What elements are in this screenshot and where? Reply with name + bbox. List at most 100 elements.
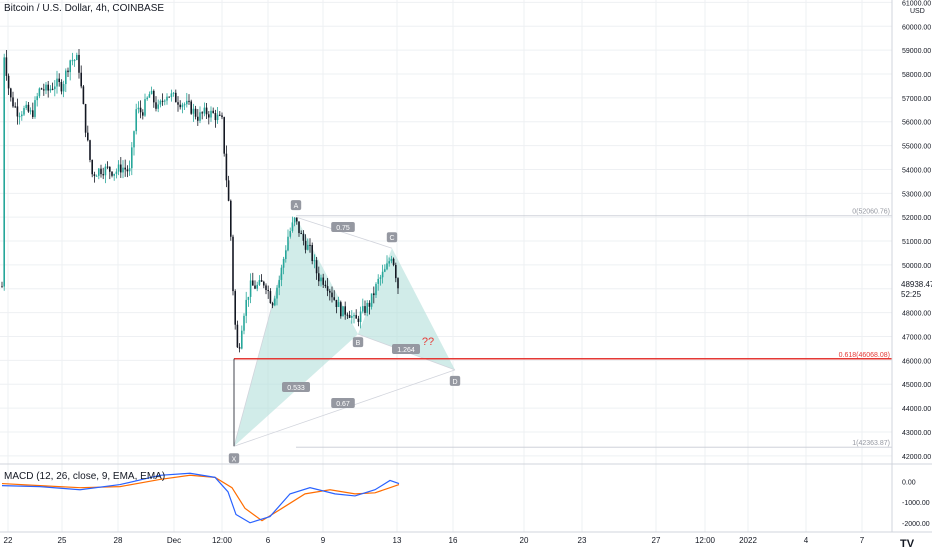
price-tick-label: 57000.00 [902, 96, 931, 103]
candle-body [192, 108, 195, 114]
candle-body [168, 96, 170, 98]
candle-body [89, 140, 91, 160]
price-tick-label: 61000.00 [902, 0, 931, 7]
candle-body [304, 240, 307, 250]
candle-body [175, 92, 177, 103]
ratio-label-box [282, 382, 310, 392]
candle-body [188, 100, 190, 102]
fib-level-label: 0(52060.76) [852, 209, 890, 216]
candle-body [106, 166, 109, 168]
point-label-a: A [294, 203, 299, 210]
candle-body [161, 100, 164, 102]
price-tick-label: 58000.00 [902, 72, 931, 79]
ratio-label: 1.264 [397, 347, 415, 354]
ratio-label: 0.533 [287, 385, 305, 392]
candle-body [397, 278, 399, 289]
candle-body [309, 244, 311, 246]
candle-body [293, 217, 296, 223]
candle-body [392, 258, 395, 265]
candle-body [208, 114, 210, 118]
candle-body [58, 78, 60, 83]
candle-body [342, 306, 344, 317]
candle-body [155, 102, 157, 109]
price-tick-label: 44000.00 [902, 406, 931, 413]
candle-body [384, 269, 386, 272]
point-label-x: X [232, 456, 237, 463]
candle-body [373, 293, 375, 296]
candle-body [146, 97, 148, 100]
price-tick-label: 54000.00 [902, 167, 931, 174]
time-tick-label: 22 [4, 536, 13, 545]
candle-body [65, 70, 67, 85]
ratio-label-box [392, 344, 420, 354]
candle-body [311, 245, 313, 262]
fib-level-label: 1(42363.87) [852, 440, 890, 447]
price-tick-label: 45000.00 [902, 382, 931, 389]
candle-body [263, 281, 265, 286]
candle-body [313, 260, 316, 262]
candle-body [225, 153, 228, 181]
price-tick-label: 53000.00 [902, 191, 931, 198]
candle-body [142, 112, 144, 116]
candle-body [331, 292, 333, 298]
candle-body [333, 297, 335, 300]
candle-body [49, 88, 52, 91]
point-label-x-box [228, 453, 240, 464]
point-label-a-box [290, 200, 302, 211]
ratio-label: 0.67 [336, 401, 350, 408]
candle-body [307, 244, 309, 250]
harmonic-pattern[interactable]: 0(52060.76) 0.618(46068.08) 1(42363.87) [233, 209, 892, 448]
price-tick-label: 60000.00 [902, 24, 931, 31]
candle-body [100, 168, 102, 175]
candle-body [45, 84, 47, 91]
candle-body [205, 107, 208, 115]
bar-countdown: 52:25 [901, 290, 922, 299]
ratio-label-box [331, 222, 355, 232]
time-tick-label: 13 [393, 536, 402, 545]
candle-body [67, 70, 69, 73]
candle-body [32, 110, 34, 117]
candle-body [80, 72, 82, 87]
candle-body [377, 278, 379, 284]
price-tick-label: 42000.00 [902, 454, 931, 461]
point-label-c: C [389, 235, 394, 242]
candle-body [271, 303, 274, 306]
candle-body [201, 112, 203, 114]
candle-body [357, 318, 360, 322]
candle-body [300, 233, 302, 235]
candle-body [102, 174, 104, 176]
candle-body [159, 100, 162, 105]
candle-body [258, 280, 261, 285]
candle-body [368, 302, 371, 307]
candle-body [172, 92, 175, 94]
candle-body [287, 236, 289, 251]
candle-body [40, 88, 43, 90]
point-label-d-box [449, 375, 461, 386]
candle-body [265, 285, 267, 290]
candle-body [25, 104, 27, 109]
candle-body [71, 60, 74, 62]
candle-body [359, 311, 362, 322]
candle-body [243, 315, 245, 331]
pattern-labels: X A B C D 0.75 0.533 0.67 1.264?? [228, 200, 461, 464]
candle-body [214, 113, 217, 121]
candle-body [98, 168, 100, 176]
candle-body [150, 90, 153, 95]
candle-body [95, 175, 98, 177]
macd-line [1, 472, 400, 524]
candle-body [166, 96, 168, 101]
candle-body [69, 60, 71, 73]
symbol-title: Bitcoin / U.S. Dollar, 4h, COINBASE [4, 3, 165, 14]
candle-body [302, 233, 305, 241]
ratio-label: 0.75 [336, 225, 350, 232]
candle-body [133, 131, 135, 148]
candle-body [190, 101, 192, 114]
candle-body [260, 280, 263, 282]
candle-body [3, 57, 5, 287]
candle-body [144, 99, 146, 116]
candle-body [139, 107, 142, 113]
currency-label: USD [910, 8, 925, 15]
candle-body [362, 306, 364, 312]
candle-body [12, 97, 14, 107]
